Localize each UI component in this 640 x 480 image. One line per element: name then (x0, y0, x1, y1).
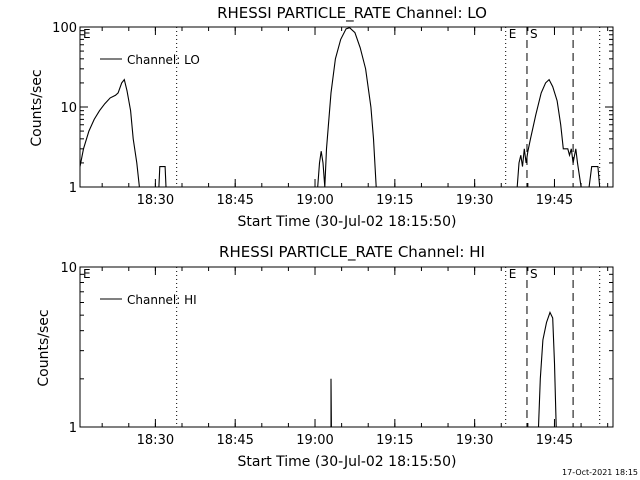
series-hi (330, 310, 557, 428)
time-marker-label: S (530, 27, 538, 41)
x-tick-label: 18:45 (216, 193, 253, 208)
y-tick-label: 10 (60, 101, 77, 116)
series-lo (79, 27, 601, 188)
time-marker-label: E (509, 27, 517, 41)
x-tick-label: 19:45 (536, 193, 573, 208)
x-axis-label-lo: Start Time (30-Jul-02 18:15:50) (237, 214, 456, 230)
x-tick-label: 19:15 (376, 193, 413, 208)
time-marker-label: E (509, 267, 517, 281)
x-tick-label: 19:00 (296, 433, 333, 448)
plot-frame-hi (79, 266, 614, 428)
y-axis-label-lo: Counts/sec (29, 69, 45, 146)
x-tick-label: 18:30 (137, 433, 174, 448)
series-line (376, 78, 582, 188)
legend-label-hi: Channel: HI (127, 293, 197, 307)
x-tick-label: 18:45 (216, 433, 253, 448)
x-tick-label: 18:30 (137, 193, 174, 208)
y-tick-label: 1 (69, 421, 77, 436)
ticks-hi: 18:30 18:45 19:00 19:15 19:30 19:45 1 10 (60, 261, 613, 448)
series-line (537, 310, 557, 428)
series-line (79, 78, 140, 188)
series-line (581, 166, 601, 188)
panel-hi: RHESSI PARTICLE_RATE Channel: HI Start T… (36, 243, 614, 470)
x-tick-label: 19:00 (296, 193, 333, 208)
x-axis-label-hi: Start Time (30-Jul-02 18:15:50) (237, 454, 456, 470)
x-tick-label: 19:45 (536, 433, 573, 448)
panel-lo: RHESSI PARTICLE_RATE Channel: LO Start T… (29, 4, 614, 230)
y-axis-label-hi: Counts/sec (36, 309, 52, 386)
time-marker-label: E (83, 27, 91, 41)
series-line (166, 27, 377, 188)
y-tick-label: 100 (52, 21, 77, 36)
y-tick-label: 1 (69, 181, 77, 196)
x-tick-label: 19:30 (456, 433, 493, 448)
time-marker-label: E (83, 267, 91, 281)
legend-label-lo: Channel: LO (127, 53, 200, 67)
x-tick-label: 19:30 (456, 193, 493, 208)
series-line (139, 166, 167, 188)
chart-title-hi: RHESSI PARTICLE_RATE Channel: HI (219, 243, 485, 262)
ticks-lo: 18:30 18:45 19:00 19:15 19:30 19:45 1 10 100 (52, 21, 613, 208)
chart-title-lo: RHESSI PARTICLE_RATE Channel: LO (217, 4, 487, 23)
footer-timestamp: 17-Oct-2021 18:15 (562, 468, 638, 477)
x-tick-label: 19:15 (376, 433, 413, 448)
plot-frame-lo (79, 26, 614, 188)
y-tick-label: 10 (60, 261, 77, 276)
time-marker-label: S (530, 267, 538, 281)
